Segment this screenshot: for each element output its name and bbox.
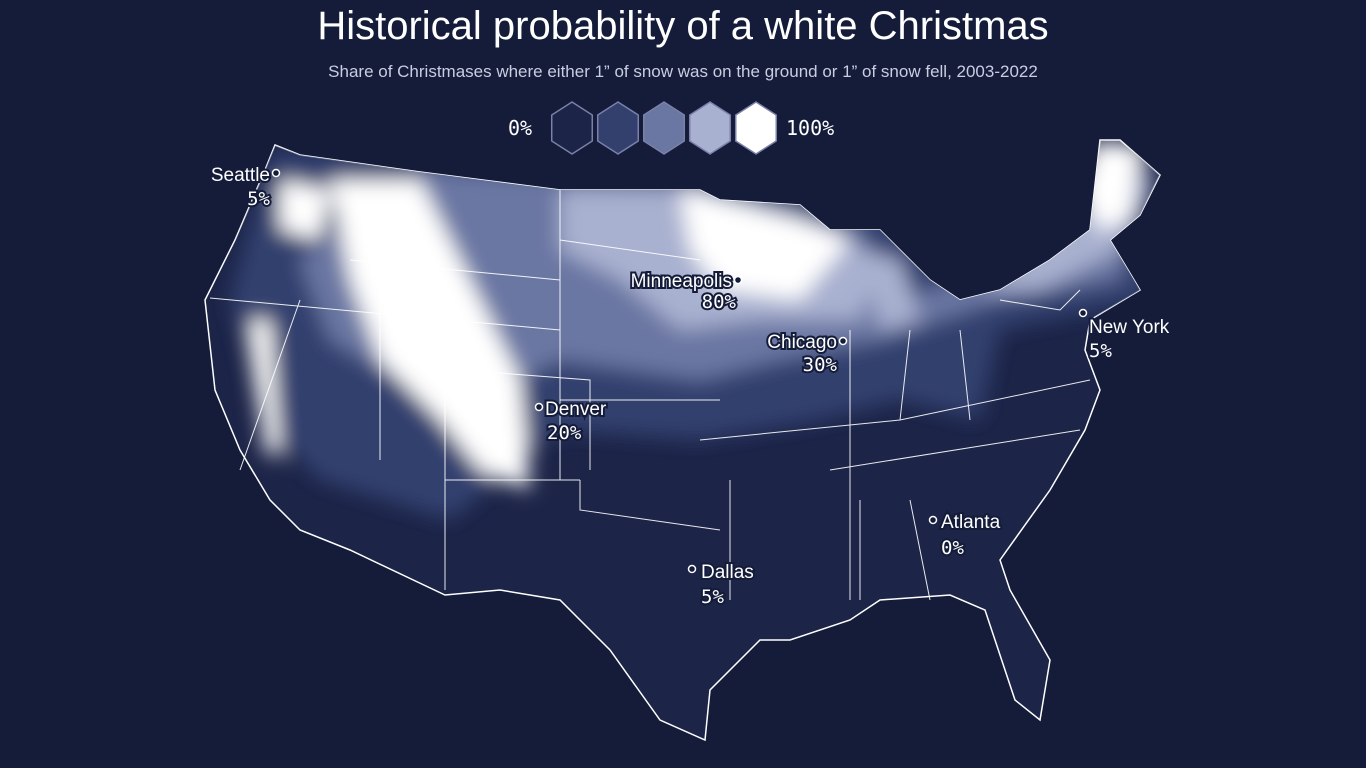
legend: 0% 100% [500,100,870,158]
city-dot [534,402,544,412]
city-dot [928,515,938,525]
city-value: 30% [803,354,838,376]
legend-hex-3 [688,101,732,155]
chart-title: Historical probability of a white Christ… [317,4,1049,48]
city-dot [271,168,281,178]
state-borders [209,190,1091,601]
city-dot [687,564,697,574]
legend-hex-2 [642,101,686,155]
chart-subtitle: Share of Christmases where either 1” of … [328,62,1038,81]
city-value: 5% [701,586,724,608]
legend-hex-0 [550,101,594,155]
city-name: Seattle [211,165,270,186]
city-name: Dallas [701,562,754,583]
city-value: 5% [247,188,270,210]
city-value: 80% [702,291,737,313]
city-marker-atlanta: Atlanta 0% [928,510,1003,561]
legend-max-label: 100% [786,116,835,140]
city-value: 5% [1089,340,1112,362]
legend-hex-4 [734,101,778,155]
city-name: Minneapolis [631,271,732,292]
city-dot [733,275,743,285]
city-value: 20% [547,422,582,444]
city-dot [838,336,848,346]
city-value: 0% [941,537,964,559]
city-marker-dallas: Dallas 5% [687,560,756,610]
city-name: Chicago [767,332,837,353]
city-dot [1078,308,1088,318]
zone-very-high [250,140,1140,490]
legend-hexes [550,101,778,155]
legend-min-label: 0% [508,116,533,140]
city-name: Atlanta [941,512,1001,533]
legend-hex-1 [596,101,640,155]
city-name: Denver [545,399,607,420]
city-name: New York [1089,317,1170,338]
